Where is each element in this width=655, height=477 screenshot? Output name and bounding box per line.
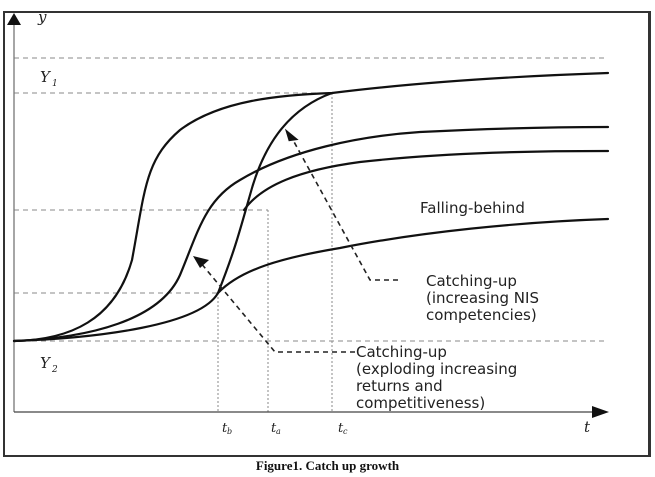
curve-intermediate bbox=[242, 149, 610, 212]
svg-text:Y: Y bbox=[40, 68, 52, 86]
axes bbox=[7, 13, 609, 418]
curve-catching-exploding bbox=[12, 125, 610, 343]
x-axis-arrow-icon bbox=[592, 406, 609, 418]
ta-label: t a bbox=[271, 421, 281, 436]
curve-leader bbox=[12, 71, 610, 343]
svg-text:2: 2 bbox=[51, 365, 58, 375]
svg-text:(increasing NIS: (increasing NIS bbox=[426, 289, 539, 307]
figure-frame bbox=[3, 11, 651, 457]
svg-text:returns and: returns and bbox=[356, 377, 443, 395]
svg-text:b: b bbox=[227, 427, 232, 436]
svg-text:(exploding increasing: (exploding increasing bbox=[356, 360, 517, 378]
horizontal-guides bbox=[14, 57, 608, 342]
svg-text:Catching-up: Catching-up bbox=[356, 343, 447, 361]
y-axis-label: y bbox=[37, 8, 47, 26]
vertical-guides bbox=[217, 93, 333, 412]
svg-text:Catching-up: Catching-up bbox=[426, 272, 517, 290]
svg-text:1: 1 bbox=[52, 79, 58, 89]
arrow-nis-icon bbox=[284, 128, 299, 142]
growth-curves bbox=[12, 71, 610, 343]
tc-label: t c bbox=[338, 421, 348, 436]
svg-text:competitiveness): competitiveness) bbox=[356, 394, 485, 412]
label-falling-behind: Falling-behind bbox=[420, 199, 525, 217]
y1-label: Y 1 bbox=[40, 68, 58, 89]
label-catching-nis: Catching-up (increasing NIS competencies… bbox=[426, 272, 539, 324]
svg-text:t: t bbox=[222, 421, 228, 436]
svg-text:a: a bbox=[276, 427, 281, 436]
x-axis-label: t bbox=[584, 418, 591, 436]
curve-catching-nis bbox=[12, 91, 334, 343]
y2-label: Y 2 bbox=[40, 354, 58, 375]
figure-caption: Figure1. Catch up growth bbox=[255, 458, 400, 473]
y-axis-arrow-icon bbox=[7, 13, 21, 25]
svg-text:competencies): competencies) bbox=[426, 306, 537, 324]
tb-label: t b bbox=[222, 421, 232, 436]
svg-text:t: t bbox=[271, 421, 277, 436]
svg-text:c: c bbox=[343, 427, 348, 436]
label-catching-exploding: Catching-up (exploding increasing return… bbox=[356, 343, 517, 412]
annotation-leaders bbox=[199, 139, 398, 353]
arrow-exploding-icon bbox=[193, 256, 209, 268]
curve-falling-behind bbox=[216, 217, 610, 295]
svg-text:Y: Y bbox=[40, 354, 52, 372]
svg-text:t: t bbox=[338, 421, 344, 436]
